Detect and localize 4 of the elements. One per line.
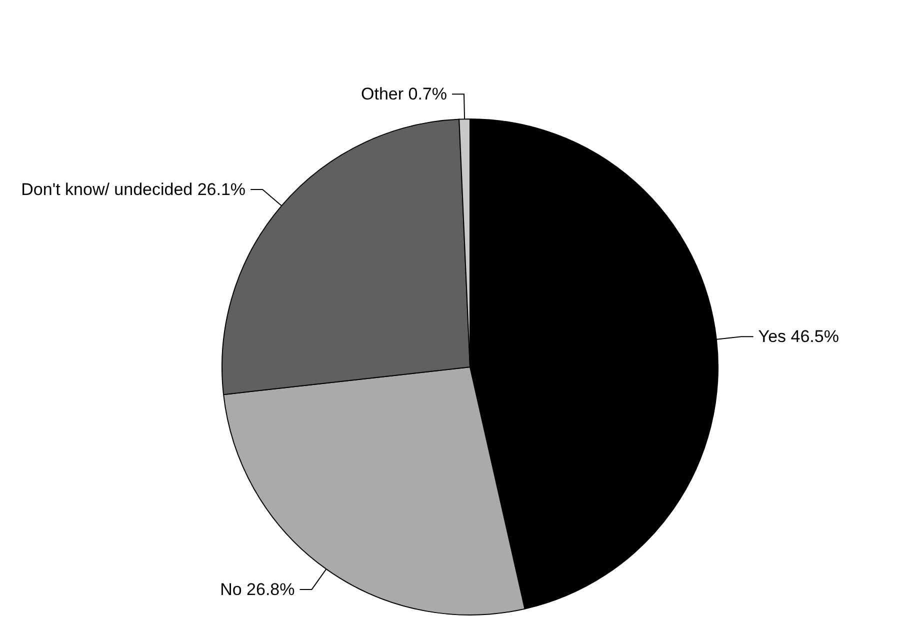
slice-label: Don't know/ undecided 26.1%	[21, 180, 246, 200]
slice-label: Other 0.7%	[361, 84, 448, 104]
slice-label: Yes 46.5%	[758, 327, 839, 346]
slice-label: No 26.8%	[220, 580, 295, 599]
